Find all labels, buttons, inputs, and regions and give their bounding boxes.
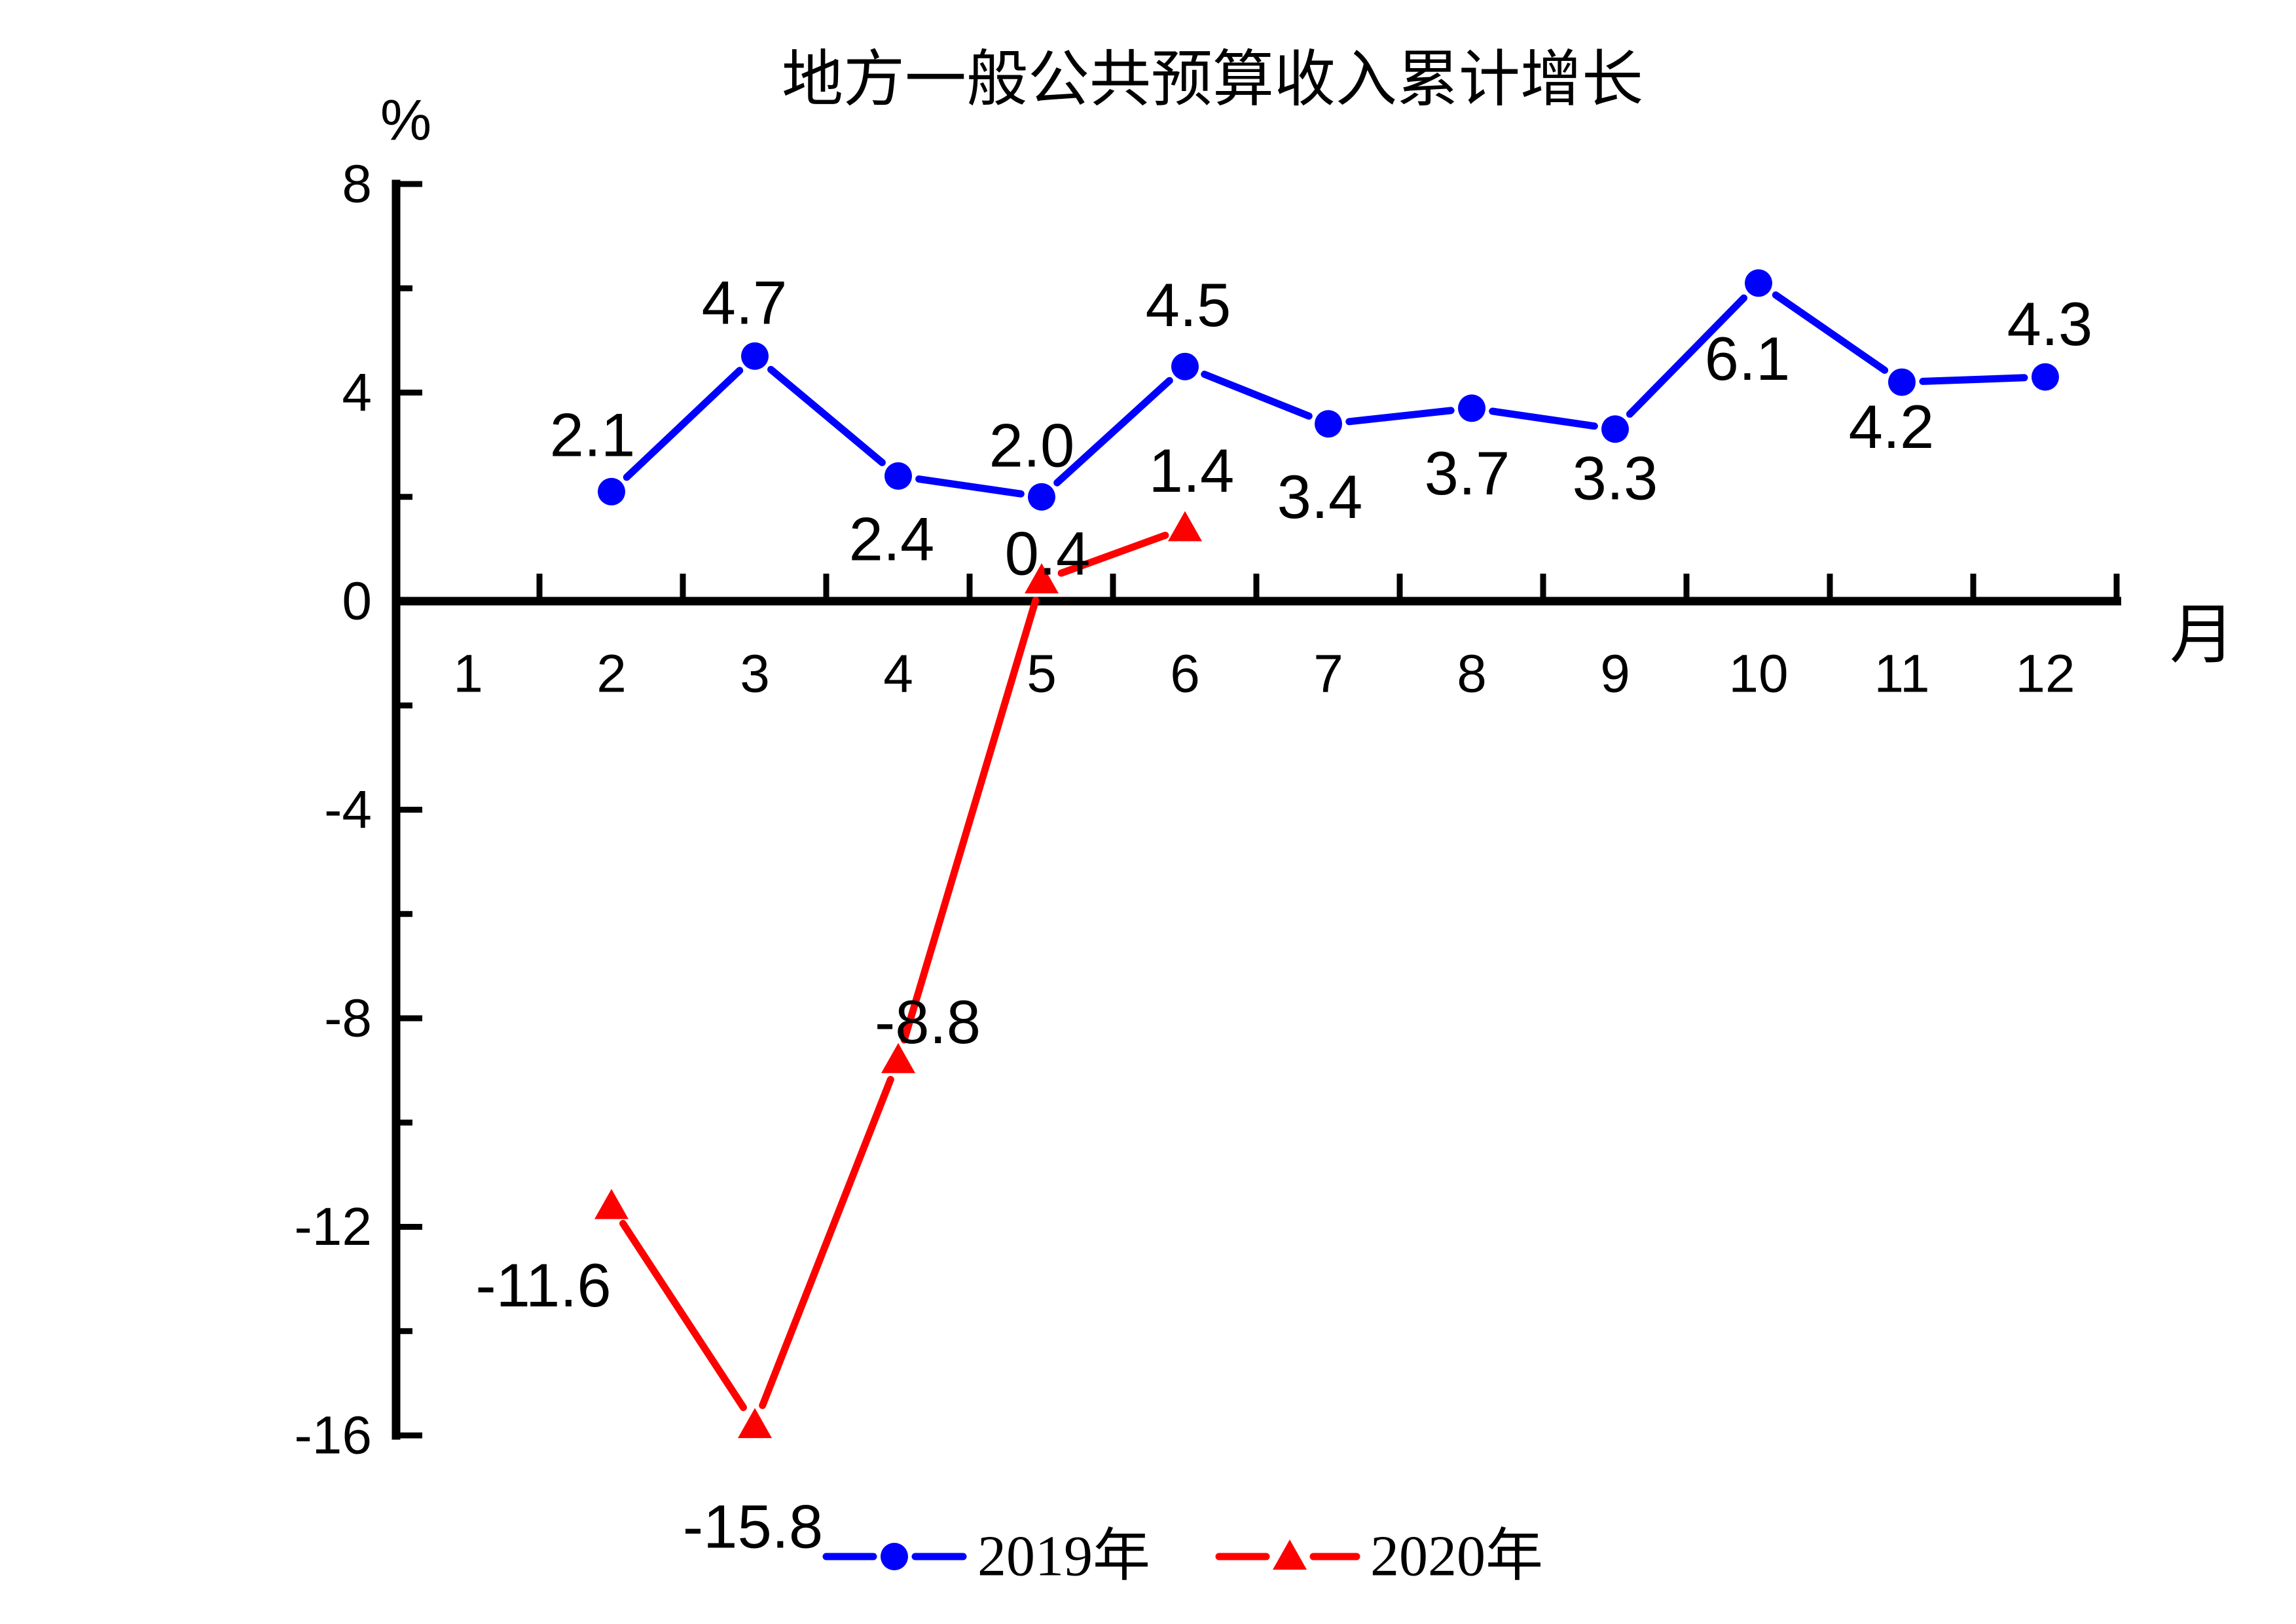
series-0-circle-marker bbox=[1171, 352, 1199, 380]
series-0-line-segment bbox=[1345, 407, 1455, 426]
series-0-circle-marker bbox=[2032, 363, 2059, 391]
series-0-circle-marker bbox=[1028, 483, 1055, 511]
y-axis-tick-label: 0 bbox=[342, 572, 372, 631]
chart-title: 地方一般公共预算收入累计增长 bbox=[782, 46, 1643, 114]
series-0-value-label: 4.5 bbox=[1146, 270, 1231, 339]
y-axis-tick-label: 4 bbox=[342, 363, 372, 422]
legend-triangle-marker-2020 bbox=[1273, 1540, 1307, 1570]
series-0-value-label: 3.7 bbox=[1425, 439, 1510, 507]
x-axis-tick-label: 10 bbox=[1728, 644, 1788, 704]
x-axis-tick-label: 6 bbox=[1170, 644, 1200, 704]
y-axis-tick-label: -4 bbox=[324, 780, 372, 840]
y-axis-tick-label: -16 bbox=[294, 1406, 372, 1466]
legend-label-2019: 2019年 bbox=[977, 1525, 1150, 1589]
x-axis-tick-label: 2 bbox=[596, 644, 627, 704]
series-0-value-label: 6.1 bbox=[1705, 324, 1791, 393]
series-1-triangle-marker bbox=[1168, 511, 1202, 542]
series-0-circle-marker bbox=[884, 462, 912, 490]
x-axis-tick-label: 8 bbox=[1457, 644, 1487, 704]
legend: 2019年 2020年 bbox=[822, 1525, 1543, 1589]
series-1-triangle-marker bbox=[881, 1043, 915, 1073]
series-0-line-segment bbox=[915, 475, 1025, 498]
y-axis-tick-label: -12 bbox=[294, 1197, 372, 1257]
series-0-circle-marker bbox=[598, 477, 625, 506]
series-0-circle-marker bbox=[741, 342, 769, 370]
x-axis-tick-label: 7 bbox=[1313, 644, 1343, 704]
legend-circle-marker-2019 bbox=[881, 1543, 908, 1570]
series-1-triangle-marker bbox=[738, 1408, 772, 1439]
series-1-value-label: 1.4 bbox=[1149, 436, 1235, 505]
series-0-line-segment bbox=[623, 367, 744, 481]
series-1-triangle-marker bbox=[1025, 563, 1059, 594]
x-axis-tick-label: 12 bbox=[2015, 644, 2075, 704]
x-axis-tick-label: 11 bbox=[1874, 644, 1929, 704]
y-axis-unit-label: % bbox=[380, 88, 431, 153]
series-0-line-segment bbox=[1201, 371, 1313, 420]
x-axis-tick-label: 4 bbox=[883, 644, 913, 704]
series-0-line-segment bbox=[1626, 294, 1748, 418]
x-axis-tick-label: 9 bbox=[1600, 644, 1630, 704]
series-0-circle-marker bbox=[1601, 415, 1629, 443]
series-0-line-segment bbox=[1489, 407, 1598, 430]
series-1-value-label: -11.6 bbox=[475, 1251, 611, 1320]
x-axis-tick-label: 1 bbox=[453, 644, 483, 704]
series-1-value-label: -8.8 bbox=[875, 987, 981, 1056]
series-0-value-label: 4.7 bbox=[702, 268, 788, 337]
series-1-line-segment bbox=[619, 1219, 747, 1411]
series-0-line-segment bbox=[1053, 377, 1173, 487]
series-0-value-label: 2.4 bbox=[849, 504, 935, 573]
series-0-line-segment bbox=[1919, 374, 2028, 385]
x-axis-unit-label: 月 bbox=[2170, 599, 2235, 672]
series-0-circle-marker bbox=[1888, 368, 1916, 396]
series-0-line-segment bbox=[1772, 291, 1889, 374]
x-axis-tick-label: 5 bbox=[1027, 644, 1057, 704]
legend-label-2020: 2020年 bbox=[1370, 1525, 1543, 1589]
series-0-value-label: 2.1 bbox=[550, 400, 636, 469]
series-0-line-segment bbox=[767, 365, 886, 466]
series-1-line-segment bbox=[900, 597, 1040, 1044]
series-1-value-label: 0.4 bbox=[1005, 519, 1091, 588]
y-axis-tick-label: -8 bbox=[324, 989, 372, 1048]
series-1-line-segment bbox=[1057, 531, 1169, 577]
series-1-triangle-marker bbox=[594, 1189, 629, 1219]
series-0-value-label: 4.3 bbox=[2007, 289, 2093, 358]
series-0-circle-marker bbox=[1745, 269, 1772, 297]
x-axis-tick-label: 3 bbox=[740, 644, 770, 704]
series-0-value-label: 4.2 bbox=[1849, 392, 1935, 461]
series-1-line-segment bbox=[759, 1075, 894, 1409]
series-1-value-label: -15.8 bbox=[683, 1492, 823, 1561]
series-0-circle-marker bbox=[1315, 410, 1342, 438]
series-0-value-label: 2.0 bbox=[989, 411, 1075, 479]
y-axis-tick-label: 8 bbox=[342, 155, 372, 214]
series-0-circle-marker bbox=[1458, 394, 1485, 422]
series-0-value-label: 3.3 bbox=[1573, 444, 1658, 513]
series-0-value-label: 3.4 bbox=[1277, 462, 1363, 531]
